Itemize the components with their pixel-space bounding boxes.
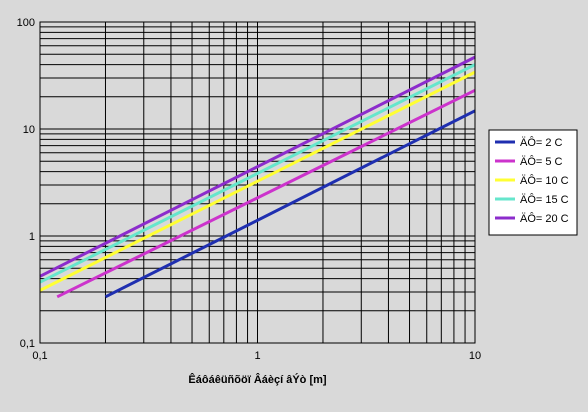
y-tick-label: 0,1	[20, 338, 35, 350]
series-lines	[39, 55, 476, 299]
y-tick-label: 10	[23, 124, 35, 136]
x-tick-label: 10	[469, 350, 481, 362]
series-line	[39, 63, 476, 284]
legend-label: ÄÔ= 5 C	[520, 155, 563, 168]
gridlines	[40, 22, 475, 343]
legend: ÄÔ= 2 C ÄÔ= 5 C ÄÔ= 10 C ÄÔ= 15 C ÄÔ= 20 C	[488, 129, 578, 236]
y-tick-label: 1	[29, 231, 35, 243]
y-tick-label: 100	[17, 17, 35, 29]
legend-label: ÄÔ= 15 C	[520, 193, 569, 206]
series-line	[39, 70, 476, 292]
legend-label: ÄÔ= 10 C	[520, 174, 569, 187]
series-line	[104, 109, 476, 299]
x-tick-label: 0,1	[32, 350, 47, 362]
series-line	[39, 55, 476, 278]
x-tick-label: 1	[254, 350, 260, 362]
plot-frame	[39, 21, 476, 344]
legend-label: ÄÔ= 20 C	[520, 212, 569, 225]
tick-labels: 0,1 1 10 0,1 1 10 100	[17, 17, 481, 362]
series-line	[56, 88, 476, 299]
x-axis-title: Êáôáêüñõöï Âáèçí âÝò [m]	[188, 373, 326, 386]
legend-label: ÄÔ= 2 C	[520, 136, 563, 149]
